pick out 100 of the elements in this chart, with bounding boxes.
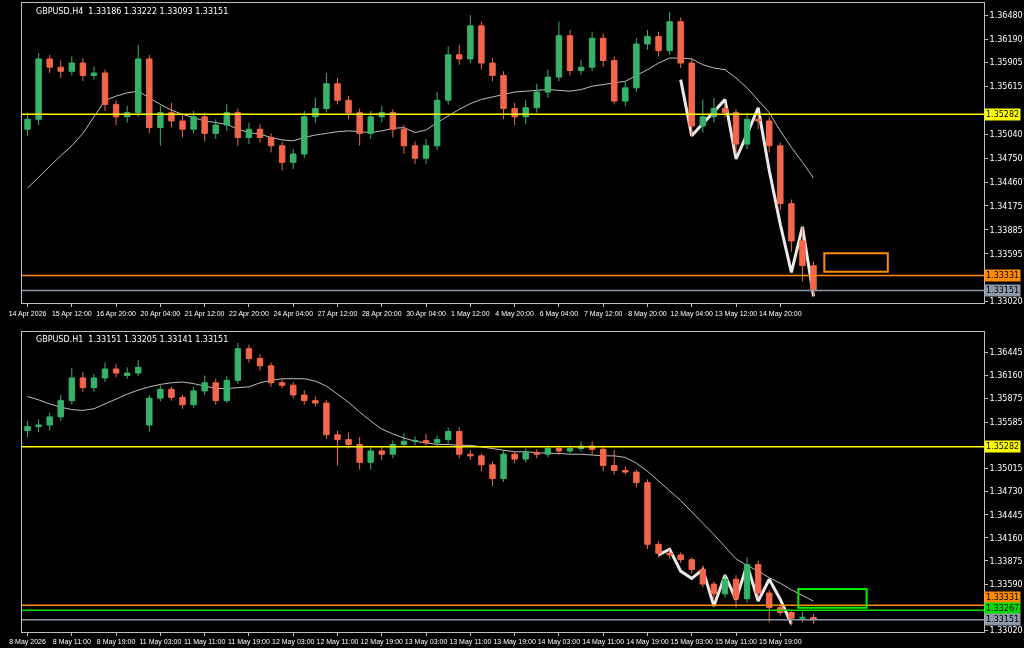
- candlestick: [688, 57, 695, 137]
- candlestick: [622, 465, 629, 476]
- candlestick: [699, 564, 707, 588]
- candlestick: [411, 435, 419, 446]
- candlestick: [710, 581, 718, 601]
- candlestick: [135, 359, 142, 377]
- candlestick: [688, 556, 695, 575]
- candlestick: [201, 112, 208, 143]
- y-tick-label: 1.36480: [989, 10, 1023, 20]
- candlestick: [146, 54, 153, 134]
- candlestick: [212, 118, 219, 140]
- candlestick: [90, 373, 98, 393]
- candlestick: [555, 444, 563, 456]
- candlestick: [422, 138, 430, 165]
- candlestick: [323, 72, 330, 114]
- y-tick-label: 1.35905: [989, 58, 1023, 68]
- candlestick: [766, 116, 773, 153]
- candlestick: [278, 141, 286, 172]
- ref-line-label: 1.33151: [986, 615, 1020, 624]
- y-tick-label: 1.36190: [989, 34, 1023, 44]
- candlestick: [788, 608, 795, 626]
- candlestick: [721, 573, 729, 599]
- candlestick: [301, 110, 308, 159]
- candlestick: [433, 435, 441, 447]
- candlestick: [256, 123, 264, 143]
- candlestick: [312, 396, 319, 407]
- line-series: [27, 378, 815, 602]
- y-tick-label: 1.34750: [989, 153, 1023, 163]
- candlestick: [46, 412, 53, 432]
- candlestick: [666, 11, 673, 56]
- candlestick: [456, 426, 463, 459]
- candlestick: [577, 59, 585, 76]
- candlestick: [68, 55, 76, 76]
- y-tick-label: 1.33595: [989, 249, 1023, 259]
- y-tick-label: 1.35875: [989, 394, 1023, 404]
- candlestick: [743, 556, 751, 604]
- ref-line-label: 1.33331: [986, 271, 1020, 280]
- y-tick-label: 1.34175: [989, 201, 1023, 211]
- y-tick-label: 1.35615: [989, 82, 1023, 92]
- candlestick: [666, 548, 673, 560]
- y-tick-label: 1.34160: [989, 533, 1023, 543]
- candlestick: [544, 69, 552, 99]
- candlestick: [256, 353, 264, 372]
- candlestick: [754, 560, 762, 599]
- candlestick: [157, 384, 164, 402]
- candlestick: [810, 261, 817, 298]
- ref-line-label: 1.35282: [986, 442, 1020, 451]
- candlestick: [57, 60, 64, 79]
- y-tick-label: 1.36160: [989, 371, 1023, 381]
- candlestick: [511, 450, 518, 464]
- y-tick-label: 1.33020: [989, 297, 1023, 307]
- candlestick: [101, 69, 109, 112]
- candlestick: [754, 112, 762, 130]
- candlestick: [356, 108, 363, 147]
- candlestick: [278, 378, 286, 389]
- candlestick: [777, 141, 784, 211]
- candlestick: [721, 102, 729, 119]
- candlestick: [444, 426, 452, 445]
- candlestick: [555, 21, 563, 82]
- candlestick: [157, 105, 164, 147]
- y-tick-label: 1.33875: [989, 556, 1023, 566]
- candlestick: [400, 432, 408, 448]
- candlestick: [655, 31, 662, 57]
- candlestick: [500, 70, 507, 120]
- candlestick: [234, 342, 242, 385]
- candlestick: [356, 436, 363, 471]
- candlestick: [68, 367, 76, 406]
- candlestick: [599, 32, 607, 67]
- candlestick: [135, 44, 142, 118]
- ref-line-label: 1.33331: [986, 593, 1020, 602]
- candlestick: [411, 141, 419, 165]
- candlestick: [334, 77, 341, 105]
- y-tick-label: 1.33020: [989, 626, 1023, 636]
- candlestick: [290, 381, 297, 399]
- candlestick: [644, 478, 651, 550]
- candlestick: [611, 55, 618, 105]
- candlestick: [234, 108, 242, 147]
- candlestick: [123, 366, 131, 380]
- ref-line-label: 1.33267: [986, 604, 1020, 613]
- candlestick: [533, 83, 540, 114]
- y-tick-label: 1.34460: [989, 177, 1023, 187]
- candlestick: [101, 362, 109, 383]
- candlestick: [35, 52, 42, 126]
- text: GBPUSD.H4 1.33186 1.33222 1.33093 1.33151: [36, 7, 229, 16]
- candlestick: [57, 394, 64, 422]
- candlestick: [245, 122, 253, 145]
- chart-title: GBPUSD.H1 1.33151 1.33205 1.33141 1.33151: [36, 335, 229, 344]
- candlestick: [46, 54, 53, 74]
- candlestick: [290, 148, 297, 170]
- y-tick-label: 1.35015: [989, 464, 1023, 474]
- candlestick: [544, 444, 552, 458]
- candlestick: [212, 378, 219, 406]
- candlestick: [24, 420, 31, 438]
- candlestick: [245, 344, 253, 363]
- candlestick: [267, 362, 275, 388]
- ref-line-label: 1.35282: [986, 110, 1020, 119]
- y-tick-label: 1.35585: [989, 417, 1023, 427]
- y-tick-label: 1.36445: [989, 348, 1023, 358]
- candlestick: [489, 461, 496, 487]
- candlestick: [478, 452, 485, 472]
